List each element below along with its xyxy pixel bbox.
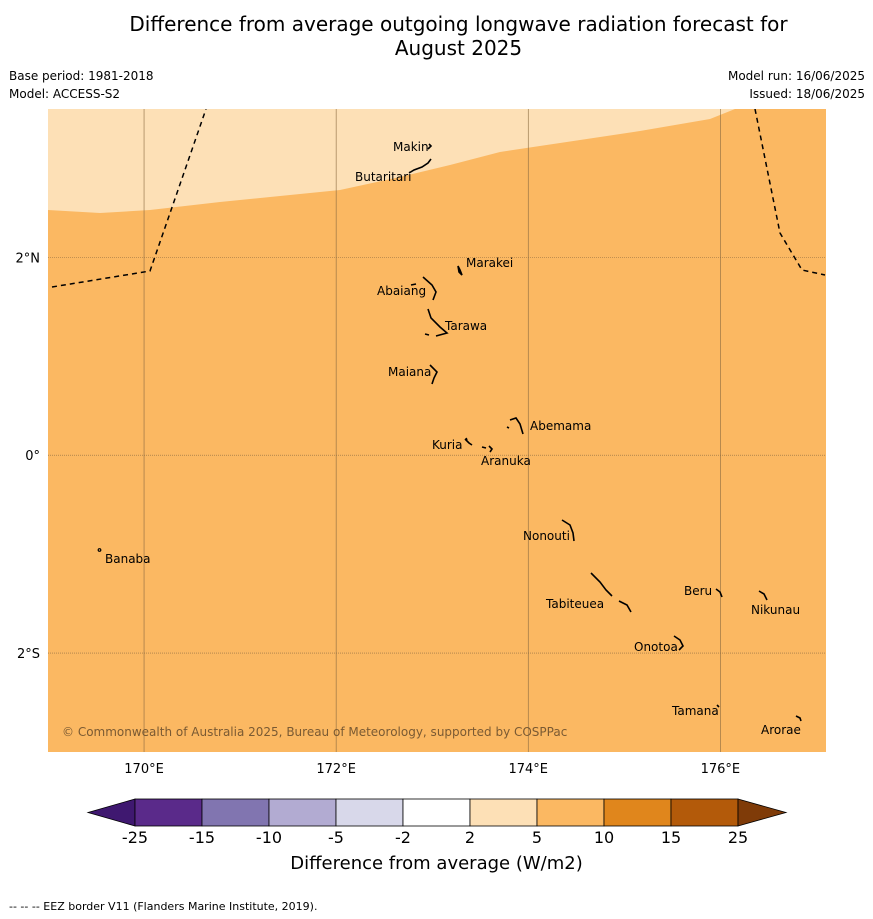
colorbar-segment	[670, 798, 739, 827]
label-nonouti: Nonouti	[523, 529, 570, 543]
axis-labels: 170°E 172°E 174°E 176°E 2°N 0° 2°S	[16, 251, 741, 777]
island-nikunau	[758, 590, 768, 601]
colorbar-tick-label: 5	[531, 828, 543, 847]
lon-tick-label: 172°E	[316, 762, 356, 777]
colorbar-extend-low	[86, 798, 136, 827]
island-butaritari	[408, 158, 432, 174]
colorbar-segment	[201, 798, 270, 827]
island-banaba	[97, 548, 102, 552]
colorbar-extend-high	[737, 798, 788, 827]
colorbar-tick-label: -15	[188, 828, 216, 847]
label-onotoa: Onotoa	[634, 640, 678, 654]
label-arorae: Arorae	[761, 723, 801, 737]
colorbar-tick-label: -5	[328, 828, 344, 847]
island-tabiteuea	[590, 572, 632, 613]
label-kuria: Kuria	[432, 438, 463, 452]
graticule	[48, 109, 826, 752]
label-beru: Beru	[684, 584, 712, 598]
colorbar-segment	[402, 798, 471, 827]
label-maiana: Maiana	[388, 365, 431, 379]
island-maiana	[429, 364, 438, 385]
island-arorae	[795, 715, 802, 722]
issued-date: Issued: 18/06/2025	[749, 87, 865, 101]
colorbar-tick-label: 2	[464, 828, 476, 847]
label-aranuka: Aranuka	[481, 454, 531, 468]
label-tamana: Tamana	[671, 704, 719, 718]
title-line-2: August 2025	[394, 36, 523, 60]
island-onotoa	[673, 635, 684, 651]
colorbar-segment	[469, 798, 538, 827]
map-figure: Makin Butaritari Marakei Abaiang Tarawa …	[16, 109, 826, 827]
colorbar-segment	[603, 798, 672, 827]
label-abaiang: Abaiang	[377, 284, 426, 298]
colorbar-tick-label: -2	[395, 828, 411, 847]
island-marakei	[457, 265, 463, 276]
label-nikunau: Nikunau	[751, 603, 800, 617]
label-butaritari: Butaritari	[355, 170, 412, 184]
colorbar-title: Difference from average (W/m2)	[290, 853, 583, 874]
colorbar-tick-label: 25	[727, 828, 749, 847]
label-banaba: Banaba	[105, 552, 151, 566]
island-tamana	[716, 704, 720, 708]
lat-tick-label: 2°S	[17, 647, 40, 662]
island-outlines	[97, 143, 802, 722]
island-nonouti	[561, 519, 575, 542]
island-abaiang	[410, 276, 437, 301]
island-aranuka	[481, 445, 494, 453]
colorbar-segment	[536, 798, 605, 827]
lat-tick-label: 0°	[25, 449, 40, 464]
colorbar	[86, 798, 788, 827]
colorbar-segment	[134, 798, 203, 827]
metadata-right: Model run: 16/06/2025 Issued: 18/06/2025	[728, 67, 865, 103]
metadata-left: Base period: 1981-2018 Model: ACCESS-S2	[9, 67, 154, 103]
island-makin	[427, 143, 433, 150]
lon-tick-label: 176°E	[701, 762, 741, 777]
label-makin: Makin	[393, 140, 429, 154]
label-abemama: Abemama	[530, 419, 591, 433]
lon-tick-label: 174°E	[508, 762, 548, 777]
lon-tick-label: 170°E	[124, 762, 164, 777]
lat-tick-label: 2°N	[16, 251, 41, 266]
colorbar-segment	[335, 798, 404, 827]
colorbar-tick-label: -25	[121, 828, 149, 847]
colorbar-tick-label: 10	[593, 828, 615, 847]
colorbar-tick-label: -10	[255, 828, 283, 847]
title-line-1: Difference from average outgoing longwav…	[129, 12, 788, 36]
island-kuria	[464, 437, 473, 446]
copyright-notice: © Commonwealth of Australia 2025, Bureau…	[62, 725, 567, 739]
island-beru	[715, 588, 723, 598]
label-marakei: Marakei	[466, 256, 513, 270]
base-period: Base period: 1981-2018	[9, 69, 154, 83]
map-area: Makin Butaritari Marakei Abaiang Tarawa …	[48, 109, 826, 752]
eez-border-west	[51, 109, 207, 288]
colorbar-tick-label: 15	[660, 828, 682, 847]
model-name: Model: ACCESS-S2	[9, 87, 121, 101]
map-background-fill	[48, 109, 826, 752]
label-tabiteuea: Tabiteuea	[545, 597, 604, 611]
label-tarawa: Tarawa	[444, 319, 487, 333]
place-labels: Makin Butaritari Marakei Abaiang Tarawa …	[105, 140, 801, 737]
colorbar-segment	[268, 798, 337, 827]
model-run-date: Model run: 16/06/2025	[727, 69, 865, 83]
light-anomaly-region	[48, 109, 735, 213]
island-abemama	[506, 417, 524, 435]
island-tarawa	[424, 308, 449, 337]
chart-title: Difference from average outgoing longwav…	[0, 12, 873, 60]
eez-footnote: -- -- -- EEZ border V11 (Flanders Marine…	[9, 900, 318, 913]
eez-border-east	[754, 109, 826, 276]
